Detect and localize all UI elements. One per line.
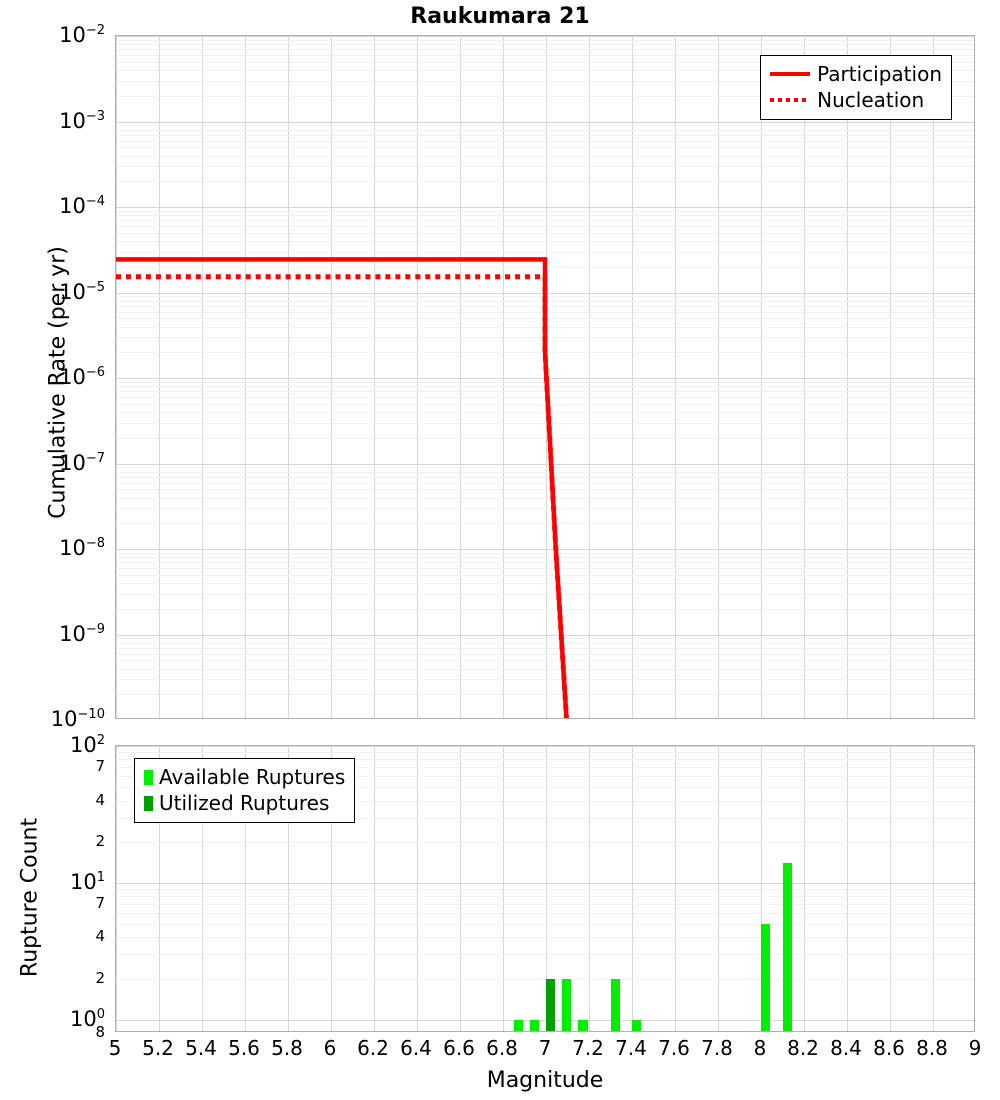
xtick-label: 6.6 [443,1036,475,1060]
dotted-line-icon [770,93,810,107]
xtick-label: 5.2 [142,1036,174,1060]
bar-available-ruptures [611,979,620,1033]
xtick-label: 7.6 [658,1036,690,1060]
gridline-horizontal [116,752,974,753]
xtick-label: 6.8 [486,1036,518,1060]
ytick-label: 2 [0,832,105,850]
ytick-label: 2 [0,969,105,987]
xtick-label: 8 [754,1036,767,1060]
xtick-label: 5.8 [271,1036,303,1060]
xtick-label: 5 [109,1036,122,1060]
legend-label-utilized-ruptures: Utilized Ruptures [159,791,329,815]
xtick-label: 7.4 [615,1036,647,1060]
xtick-label: 7 [539,1036,552,1060]
gridline-horizontal [116,883,974,884]
bottom-panel-legend: Available Ruptures Utilized Ruptures [134,758,355,823]
legend-label-participation: Participation [817,62,942,86]
gridline-horizontal [116,937,974,938]
legend-item-utilized-ruptures: Utilized Ruptures [144,790,345,816]
gridline-horizontal [116,889,974,890]
xtick-label: 6.4 [400,1036,432,1060]
legend-item-participation: Participation [770,61,942,87]
xtick-label: 8.2 [787,1036,819,1060]
xtick-label: 9 [969,1036,982,1060]
legend-item-nucleation: Nucleation [770,87,942,113]
bar-available-ruptures [761,924,770,1032]
xtick-label: 6 [324,1036,337,1060]
ytick-label: 10−9 [0,622,105,646]
ytick-label: 7 [0,894,105,912]
ytick-label: 10−2 [0,23,105,47]
xtick-label: 5.4 [185,1036,217,1060]
gridline-horizontal [116,1020,974,1021]
top-panel-legend: Participation Nucleation [760,55,952,120]
xtick-label: 7.2 [572,1036,604,1060]
bar-available-ruptures [632,1020,641,1032]
solid-line-icon [770,67,810,81]
ytick-label: 4 [0,927,105,945]
ytick-label: 8 [0,1023,105,1041]
legend-label-nucleation: Nucleation [817,88,924,112]
legend-label-available-ruptures: Available Ruptures [159,765,345,789]
gridline-horizontal [116,979,974,980]
xtick-label: 5.6 [228,1036,260,1060]
bottom-panel-yaxis-label: Rupture Count [18,783,43,1013]
bar-available-ruptures [783,863,792,1032]
gridline-horizontal [116,842,974,843]
ytick-label: 7 [0,757,105,775]
xtick-label: 8.4 [830,1036,862,1060]
figure-canvas: Raukumara 21 Participation Nucleation 10… [0,0,1000,1100]
dark-green-square-icon [144,796,153,811]
xaxis-label: Magnitude [115,1068,975,1093]
gridline-horizontal [116,954,974,955]
green-square-icon [144,770,153,785]
series-line-nucleation [116,277,566,718]
bar-available-ruptures [578,1020,587,1032]
top-panel-yaxis-label: Cumulative Rate (per yr) [46,168,71,598]
ytick-label: 101 [0,870,105,894]
xtick-label: 6.2 [357,1036,389,1060]
ytick-label: 10−10 [0,707,105,731]
gridline-horizontal [116,913,974,914]
ytick-label: 10−3 [0,109,105,133]
xtick-label: 8.6 [873,1036,905,1060]
ytick-label: 4 [0,791,105,809]
bar-utilized-ruptures [546,979,555,1033]
gridline-horizontal [116,896,974,897]
gridline-horizontal [116,746,974,747]
xtick-label: 7.8 [701,1036,733,1060]
page-title: Raukumara 21 [0,4,1000,29]
gridline-horizontal [116,924,974,925]
bar-available-ruptures [530,1020,539,1032]
legend-item-available-ruptures: Available Ruptures [144,764,345,790]
bottom-panel-axes: Available Ruptures Utilized Ruptures [115,745,975,1032]
ytick-label: 102 [0,733,105,757]
gridline-horizontal [116,904,974,905]
top-panel-axes: Participation Nucleation [115,35,975,719]
series-line-participation [116,259,566,718]
top-panel-series [116,36,974,718]
bar-available-ruptures [562,979,571,1033]
xtick-label: 8.8 [916,1036,948,1060]
bar-available-ruptures [514,1020,523,1032]
